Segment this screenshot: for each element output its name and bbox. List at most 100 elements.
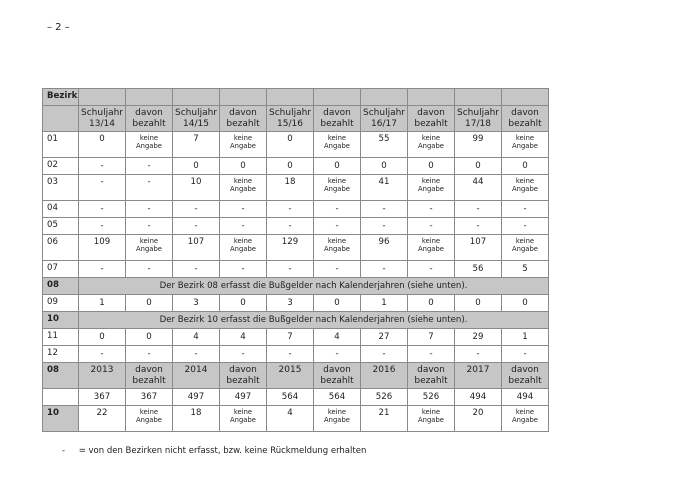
- data-cell: 1: [78, 294, 126, 312]
- data-cell: keine Angabe: [313, 174, 361, 201]
- data-cell: keine Angabe: [501, 405, 549, 432]
- data-cell: 18: [172, 405, 220, 432]
- data-cell: -: [501, 200, 549, 218]
- bezirk-cell: 11: [42, 328, 79, 346]
- data-cell: keine Angabe: [501, 131, 549, 158]
- header-blank-cell: [313, 88, 361, 106]
- column-header: Schuljahr 17/18: [454, 105, 502, 132]
- table-row: Bezirk: [42, 88, 549, 106]
- data-cell: -: [219, 200, 267, 218]
- data-cell: 7: [266, 328, 314, 346]
- column-header: 2016: [360, 362, 408, 389]
- data-cell: -: [78, 260, 126, 278]
- data-cell: -: [407, 217, 455, 235]
- data-cell: keine Angabe: [313, 405, 361, 432]
- data-cell: -: [172, 217, 220, 235]
- bezirk-cell: 04: [42, 200, 79, 218]
- data-cell: keine Angabe: [407, 174, 455, 201]
- bezirk-cell: 12: [42, 345, 79, 363]
- data-cell: 494: [501, 388, 549, 406]
- data-cell: -: [78, 200, 126, 218]
- data-cell: 99: [454, 131, 502, 158]
- table-row: 06 109 keine Angabe 107 keine Angabe 129 keine…: [42, 234, 549, 261]
- column-header: 2017: [454, 362, 502, 389]
- header-blank-cell: [501, 88, 549, 106]
- data-cell: 21: [360, 405, 408, 432]
- bezirk-cell: [42, 388, 79, 406]
- table-row: 03- -10 keine Angabe 18 keine Angabe 41 keine …: [42, 174, 549, 201]
- data-cell: 0: [219, 294, 267, 312]
- data-cell: -: [78, 345, 126, 363]
- data-cell: 0: [219, 157, 267, 175]
- data-cell: 0: [266, 157, 314, 175]
- table-row: 02- -0 0 0 0 0 0 0 0: [42, 157, 549, 175]
- data-cell: -: [78, 217, 126, 235]
- column-header: davon bezahlt: [501, 105, 549, 132]
- data-cell: 0: [407, 294, 455, 312]
- data-cell: -: [360, 260, 408, 278]
- column-header: davon bezahlt: [407, 105, 455, 132]
- data-cell: keine Angabe: [125, 131, 173, 158]
- data-cell: 7: [172, 131, 220, 158]
- data-cell: 497: [219, 388, 267, 406]
- header-blank-cell: [407, 88, 455, 106]
- data-cell: 494: [454, 388, 502, 406]
- header-blank-cell: [42, 105, 79, 132]
- data-cell: -: [125, 217, 173, 235]
- column-header: davon bezahlt: [501, 362, 549, 389]
- bezirk-cell: 05: [42, 217, 79, 235]
- data-cell: -: [501, 345, 549, 363]
- table-row: 367 367 497 497 564 564 526 526 494 494: [42, 388, 549, 406]
- data-cell: 22: [78, 405, 126, 432]
- data-cell: 526: [407, 388, 455, 406]
- bezirk-note: Der Bezirk 08 erfasst die Bußgelder nach…: [78, 277, 549, 295]
- header-blank-cell: [360, 88, 408, 106]
- footnote-text: = von den Bezirken nicht erfasst, bzw. k…: [78, 446, 367, 456]
- table-row: 11 0 0 4 4 7 4 27 7 29 1: [42, 328, 549, 346]
- table-row: 08 Der Bezirk 08 erfasst die Bußgelder na…: [42, 277, 549, 295]
- data-cell: -: [219, 217, 267, 235]
- data-cell: -: [313, 260, 361, 278]
- data-cell: keine Angabe: [219, 405, 267, 432]
- data-cell: 367: [125, 388, 173, 406]
- header-blank-cell: [125, 88, 173, 106]
- column-header: 2015: [266, 362, 314, 389]
- data-cell: -: [266, 217, 314, 235]
- data-cell: 96: [360, 234, 408, 261]
- data-cell: keine Angabe: [219, 131, 267, 158]
- footnote: - = von den Bezirken nicht erfasst, bzw.…: [62, 446, 366, 456]
- data-cell: 107: [454, 234, 502, 261]
- column-header: davon bezahlt: [313, 105, 361, 132]
- data-cell: keine Angabe: [407, 405, 455, 432]
- data-cell: 20: [454, 405, 502, 432]
- table-row: Schuljahr 13/14 davon bezahlt Schuljahr 14…: [42, 105, 549, 132]
- data-cell: -: [219, 345, 267, 363]
- bezirk-cell: 01: [42, 131, 79, 158]
- data-cell: 526: [360, 388, 408, 406]
- column-header: davon bezahlt: [219, 105, 267, 132]
- data-cell: 564: [313, 388, 361, 406]
- data-cell: keine Angabe: [501, 234, 549, 261]
- data-cell: -: [360, 217, 408, 235]
- data-cell: 4: [172, 328, 220, 346]
- column-header: 2013: [78, 362, 126, 389]
- data-cell: 0: [407, 157, 455, 175]
- data-cell: -: [407, 345, 455, 363]
- header-blank-cell: [219, 88, 267, 106]
- data-cell: -: [125, 345, 173, 363]
- data-cell: -: [78, 174, 126, 201]
- data-cell: -: [125, 157, 173, 175]
- page-number: – 2 –: [47, 22, 70, 33]
- column-header: Schuljahr 16/17: [360, 105, 408, 132]
- data-cell: -: [172, 200, 220, 218]
- data-cell: 4: [266, 405, 314, 432]
- header-blank-cell: [454, 88, 502, 106]
- column-header: Schuljahr 13/14: [78, 105, 126, 132]
- column-header: davon bezahlt: [125, 105, 173, 132]
- table-row: 08 2013 davon bezahlt 2014 davon bezahlt 2015…: [42, 362, 549, 389]
- bezirk-cell: 03: [42, 174, 79, 201]
- column-header: 2014: [172, 362, 220, 389]
- data-cell: 5: [501, 260, 549, 278]
- data-cell: -: [360, 345, 408, 363]
- data-cell: -: [454, 200, 502, 218]
